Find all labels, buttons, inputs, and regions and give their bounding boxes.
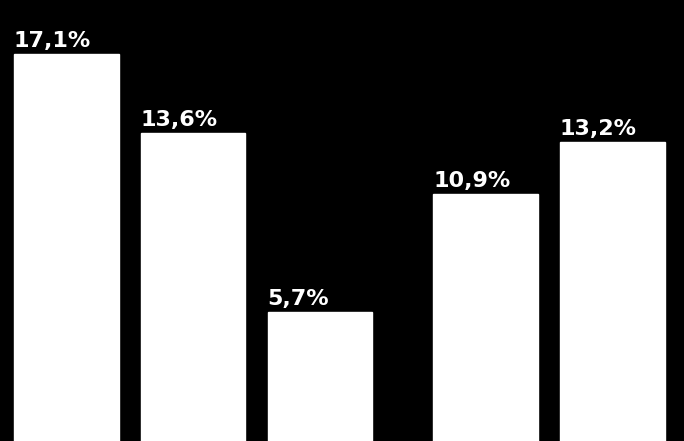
Bar [433,194,538,441]
Bar [141,134,246,441]
Text: 13,6%: 13,6% [141,110,218,130]
Text: 5,7%: 5,7% [267,289,329,309]
Text: 10,9%: 10,9% [433,171,510,191]
Bar [14,54,118,441]
Bar [267,312,372,441]
Text: 13,2%: 13,2% [560,119,637,139]
Text: 17,1%: 17,1% [14,31,91,51]
Bar [560,142,665,441]
